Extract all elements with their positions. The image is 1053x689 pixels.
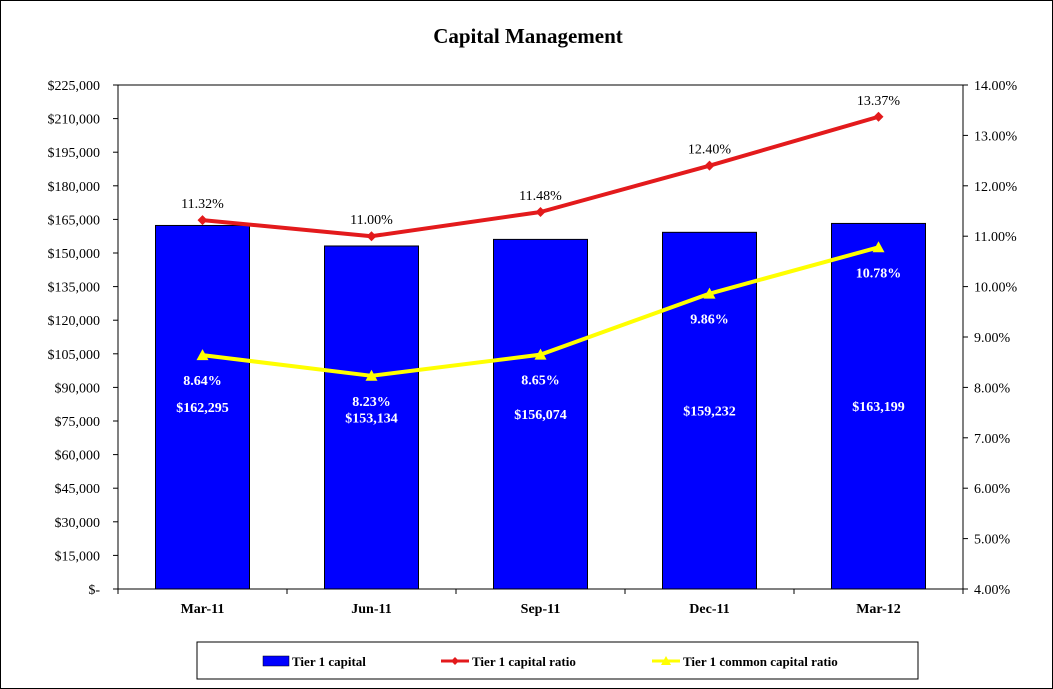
bar-value-label: $159,232 [683, 405, 736, 420]
line-marker [873, 111, 884, 122]
legend-box [196, 641, 919, 680]
line-value-label: 8.65% [521, 374, 560, 389]
left-tick-label: $165,000 [48, 213, 101, 228]
left-axis: $- $15,000 $30,000 $45,000 $60,000 $75,000 $90… [48, 79, 118, 598]
line-value-label: 11.32% [181, 197, 224, 212]
x-tick-label: Jun-11 [351, 602, 391, 617]
left-tick-label: $75,000 [55, 415, 101, 430]
right-tick-label: 10.00% [974, 281, 1018, 296]
legend-marker [451, 657, 459, 665]
left-tick-label: $195,000 [48, 146, 101, 161]
left-tick-label: $- [88, 583, 100, 598]
bar [324, 245, 419, 590]
line-value-label: 12.40% [688, 143, 732, 158]
line-marker [704, 160, 715, 171]
line-marker [872, 241, 885, 253]
right-tick-label: 12.00% [974, 180, 1018, 195]
left-tick-label: $60,000 [55, 449, 101, 464]
left-tick-label: $15,000 [55, 549, 101, 564]
left-tick-label: $90,000 [55, 381, 101, 396]
legend: Tier 1 capital Tier 1 capital ratio Tier 1… [196, 641, 919, 680]
bar-series: $162,295 $153,134 $156,074 $159,232 $163,199 [155, 222, 926, 590]
left-tick-label: $45,000 [55, 482, 101, 497]
line-marker [703, 287, 716, 299]
bar [493, 238, 588, 590]
line-value-label: 13.37% [857, 94, 901, 109]
left-tick-label: $150,000 [48, 247, 101, 262]
right-tick-label: 13.00% [974, 129, 1018, 144]
line-marker [535, 207, 546, 218]
x-tick-label: Mar-12 [856, 602, 901, 617]
right-tick-label: 9.00% [974, 331, 1011, 346]
bar [155, 224, 250, 590]
x-tick-label: Sep-11 [521, 602, 561, 617]
bar-value-label: $163,199 [852, 400, 905, 415]
left-tick-label: $30,000 [55, 516, 101, 531]
x-tick-label: Mar-11 [181, 602, 225, 617]
right-tick-label: 7.00% [974, 432, 1011, 447]
right-tick-label: 14.00% [974, 79, 1018, 94]
line-series: 11.32% 11.00% 11.48% 12.40% 13.37% 8.64% 8.23%… [181, 94, 901, 410]
line-value-label: 11.00% [350, 213, 393, 228]
line-marker [196, 349, 209, 361]
line-marker [366, 231, 377, 242]
bar-value-label: $156,074 [514, 408, 567, 423]
left-tick-label: $210,000 [48, 113, 101, 128]
left-tick-label: $120,000 [48, 314, 101, 329]
left-tick-label: $225,000 [48, 79, 101, 94]
legend-label: Tier 1 capital ratio [472, 654, 576, 669]
left-tick-label: $135,000 [48, 281, 101, 296]
legend-marker [661, 656, 671, 665]
line-value-label: 11.48% [519, 189, 562, 204]
line-marker [197, 215, 208, 226]
line-marker [365, 369, 378, 381]
left-tick-label: $105,000 [48, 348, 101, 363]
right-tick-label: 8.00% [974, 381, 1011, 396]
right-axis: 4.00% 5.00% 6.00% 7.00% 8.00% 9.00% 10.00% 11.0… [963, 79, 1018, 598]
line-value-label: 10.78% [856, 266, 902, 281]
bar-value-label: $153,134 [345, 411, 398, 426]
right-tick-label: 11.00% [974, 230, 1017, 245]
right-tick-label: 6.00% [974, 482, 1011, 497]
bar-value-label: $162,295 [176, 401, 229, 416]
line-value-label: 8.23% [352, 395, 391, 410]
legend-label: Tier 1 common capital ratio [683, 654, 838, 669]
right-tick-label: 4.00% [974, 583, 1011, 598]
x-tick-label: Dec-11 [689, 602, 729, 617]
line-value-label: 9.86% [690, 313, 729, 328]
line-value-label: 8.64% [183, 374, 222, 389]
chart-title: Capital Management [433, 24, 623, 48]
right-tick-label: 5.00% [974, 533, 1011, 548]
x-axis: Mar-11 Jun-11 Sep-11 Dec-11 Mar-12 [117, 589, 964, 617]
line-marker [534, 348, 547, 360]
left-tick-label: $180,000 [48, 180, 101, 195]
legend-swatch-bar [262, 655, 290, 667]
legend-label: Tier 1 capital [292, 654, 366, 669]
bar [831, 222, 926, 590]
